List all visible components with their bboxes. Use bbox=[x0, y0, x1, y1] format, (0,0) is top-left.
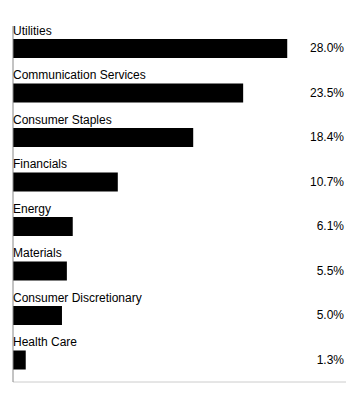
svg-text:Communication Services: Communication Services bbox=[13, 68, 146, 82]
svg-text:Materials: Materials bbox=[13, 246, 62, 260]
svg-text:Consumer Staples: Consumer Staples bbox=[13, 113, 112, 127]
svg-text:18.4%: 18.4% bbox=[310, 130, 344, 144]
svg-text:23.5%: 23.5% bbox=[310, 86, 344, 100]
svg-text:Energy: Energy bbox=[13, 202, 51, 216]
svg-text:10.7%: 10.7% bbox=[310, 175, 344, 189]
svg-text:5.5%: 5.5% bbox=[317, 264, 345, 278]
svg-text:Utilities: Utilities bbox=[13, 24, 52, 38]
svg-text:6.1%: 6.1% bbox=[317, 219, 345, 233]
svg-text:28.0%: 28.0% bbox=[310, 41, 344, 55]
svg-text:Health Care: Health Care bbox=[13, 335, 77, 349]
svg-text:Financials: Financials bbox=[13, 157, 67, 171]
svg-text:Consumer Discretionary: Consumer Discretionary bbox=[13, 291, 142, 305]
svg-text:1.3%: 1.3% bbox=[317, 353, 345, 367]
svg-text:5.0%: 5.0% bbox=[317, 308, 345, 322]
